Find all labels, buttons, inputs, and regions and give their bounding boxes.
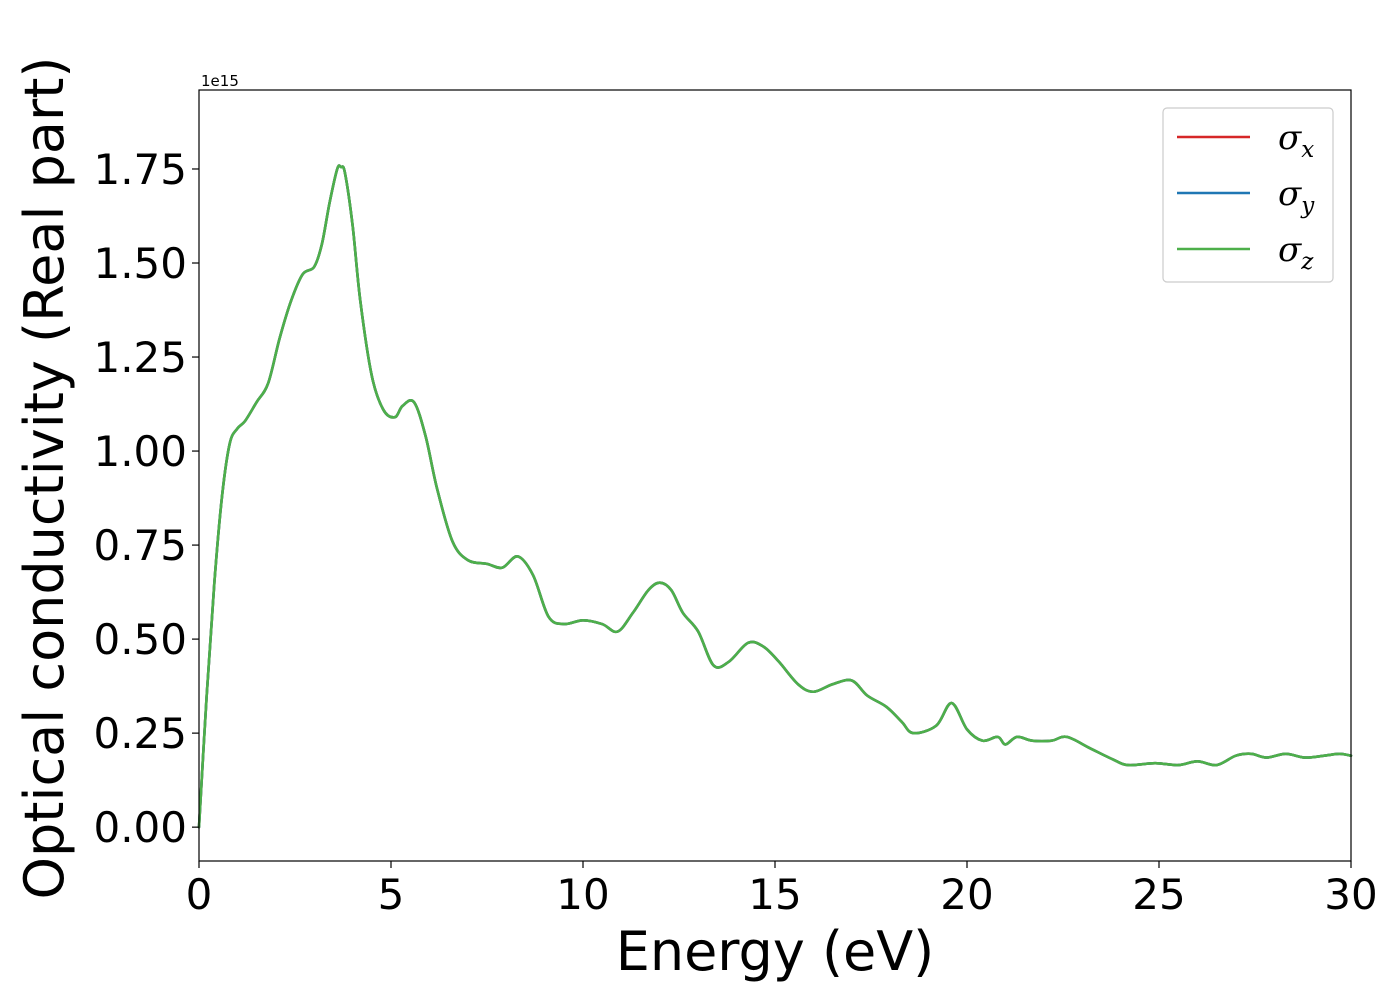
y-axis: 0.00 0.25 0.50 0.75 1.00 1.25 1.50 1.75 [93, 145, 199, 852]
y-tick-label: 1.50 [93, 239, 187, 288]
y-axis-label: Optical conductivity (Real part) [13, 57, 76, 900]
legend-entries: σx σy σz [1177, 118, 1315, 275]
y-tick-label: 0.25 [93, 709, 187, 758]
y-offset-text: 1e15 [201, 72, 239, 90]
legend-label-z: σz [1278, 230, 1314, 275]
x-tick-label: 15 [748, 870, 801, 919]
legend-label-x: σx [1278, 118, 1314, 163]
y-tick-label: 1.00 [93, 427, 187, 476]
series-line-3 [197, 164, 1353, 829]
legend-label-y: σy [1278, 174, 1315, 219]
x-tick-label: 30 [1324, 870, 1377, 919]
legend: σx σy σz [1162, 107, 1334, 283]
series-layer [197, 164, 1353, 829]
y-tick-label: 1.75 [93, 145, 187, 194]
y-tick-label: 0.75 [93, 521, 187, 570]
y-tick-label: 1.25 [93, 333, 187, 382]
x-tick-label: 5 [378, 870, 405, 919]
x-tick-label: 20 [940, 870, 993, 919]
x-axis-label: Energy (eV) [616, 920, 935, 983]
x-tick-label: 25 [1132, 870, 1185, 919]
legend-box [1162, 107, 1334, 283]
x-tick-label: 10 [556, 870, 609, 919]
y-tick-label: 0.00 [93, 803, 187, 852]
x-axis: 0 5 10 15 20 25 30 [186, 861, 1378, 919]
x-tick-label: 0 [186, 870, 213, 919]
y-tick-label: 0.50 [93, 615, 187, 664]
